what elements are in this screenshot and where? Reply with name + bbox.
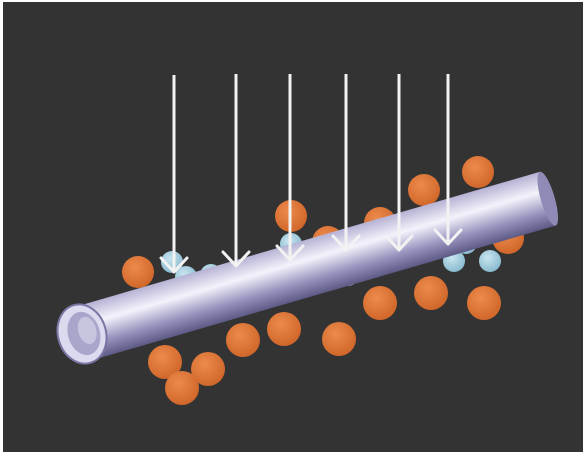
flow-arrows [159,74,463,274]
orange-particle [226,323,260,357]
orange-particle [414,276,448,310]
flow-arrow [331,74,361,252]
flow-arrow [159,75,189,274]
orange-particle [122,256,154,288]
flow-arrow [275,74,305,262]
front-particles [148,276,501,405]
flow-arrow [221,74,251,268]
orange-particle [462,156,494,188]
orange-particle [267,312,301,346]
orange-particle [363,286,397,320]
flow-arrow [384,74,414,252]
orange-particle [148,345,182,379]
orange-particle [408,174,440,206]
fiber-cylinder [56,171,559,365]
flow-arrow [433,74,463,246]
orange-particle [191,352,225,386]
orange-particle [165,371,199,405]
orange-particle [322,322,356,356]
orange-particle [467,286,501,320]
blue-particle [479,250,501,272]
